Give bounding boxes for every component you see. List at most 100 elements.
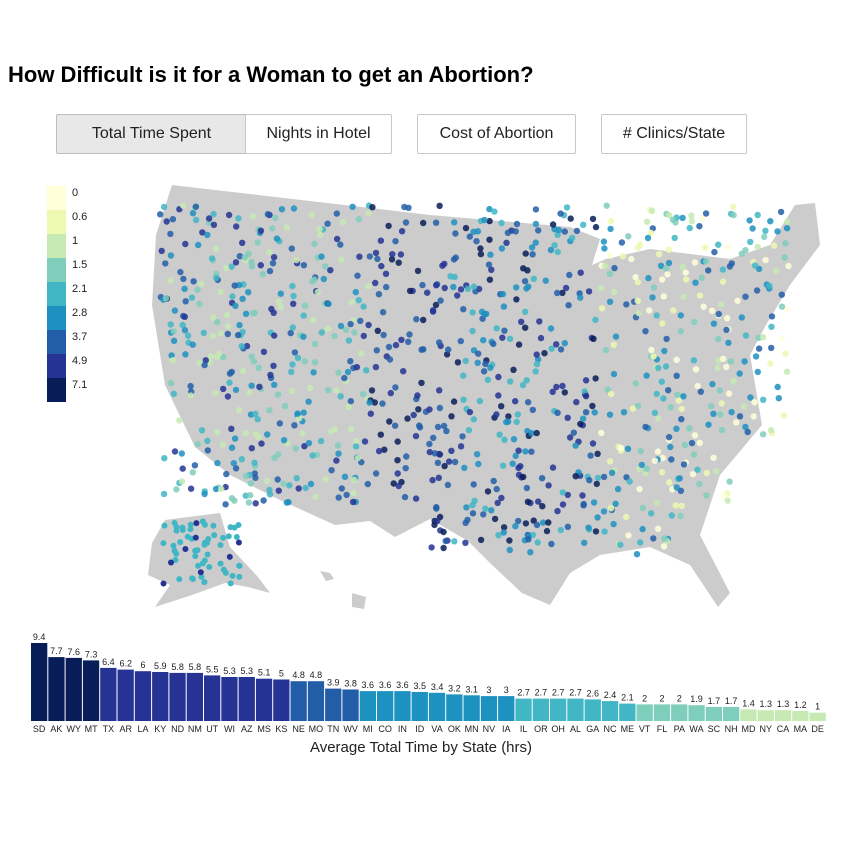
map-dot bbox=[274, 476, 281, 483]
map-dot bbox=[566, 271, 573, 279]
map-dot bbox=[780, 412, 788, 419]
map-dot bbox=[617, 541, 624, 548]
map-dot bbox=[382, 270, 390, 277]
map-dot bbox=[228, 444, 236, 451]
map-dot bbox=[716, 387, 723, 394]
map-dot bbox=[372, 363, 380, 371]
map-dot bbox=[320, 275, 327, 283]
bar-category-label: MS bbox=[257, 724, 271, 734]
map-dot bbox=[587, 452, 594, 459]
bar-OR bbox=[532, 698, 549, 721]
bar-category-label: MA bbox=[794, 724, 808, 734]
map-dot bbox=[549, 464, 557, 471]
map-dot bbox=[457, 286, 465, 293]
map-dot bbox=[589, 402, 596, 410]
map-dot bbox=[398, 228, 406, 235]
map-dot bbox=[179, 465, 186, 472]
map-dot bbox=[355, 297, 362, 304]
bar-value-label: 1.9 bbox=[690, 694, 703, 704]
bar-category-label: OR bbox=[534, 724, 548, 734]
map-dot bbox=[235, 215, 242, 222]
map-dot bbox=[269, 260, 277, 267]
map-dot bbox=[247, 492, 254, 499]
bar-WV bbox=[342, 689, 359, 721]
map-dot bbox=[167, 321, 174, 328]
us-map[interactable] bbox=[130, 175, 840, 625]
bar-value-label: 2.4 bbox=[604, 690, 617, 700]
map-dot bbox=[333, 457, 340, 464]
tab-nights-in-hotel[interactable]: Nights in Hotel bbox=[245, 114, 392, 154]
map-dot bbox=[401, 493, 409, 501]
map-dot bbox=[663, 335, 670, 343]
map-dot bbox=[714, 364, 721, 372]
map-dot bbox=[672, 502, 679, 509]
bar-value-label: 6.4 bbox=[102, 657, 115, 667]
map-dot bbox=[581, 539, 588, 546]
map-dot bbox=[608, 469, 616, 476]
map-dot bbox=[650, 284, 658, 291]
map-dot bbox=[537, 334, 545, 342]
map-dot bbox=[513, 296, 520, 303]
map-dot bbox=[462, 539, 469, 546]
map-dot bbox=[301, 358, 308, 365]
map-dot bbox=[189, 469, 196, 476]
map-dot bbox=[450, 398, 458, 405]
map-dot bbox=[653, 390, 660, 398]
map-dot bbox=[338, 485, 345, 492]
map-dot bbox=[612, 500, 619, 507]
map-dot bbox=[654, 448, 662, 455]
map-dot bbox=[664, 271, 671, 278]
map-dot bbox=[167, 230, 174, 238]
map-dot bbox=[177, 268, 184, 276]
map-dot bbox=[618, 444, 625, 452]
bar-value-label: 3 bbox=[486, 685, 491, 695]
bar-MA bbox=[792, 711, 809, 721]
tab-clinics-per-state[interactable]: # Clinics/State bbox=[601, 114, 747, 154]
map-dot bbox=[202, 357, 209, 364]
map-dot bbox=[228, 495, 236, 502]
map-dot bbox=[636, 485, 643, 493]
map-dot bbox=[311, 240, 318, 247]
map-dot bbox=[242, 472, 250, 480]
map-dot bbox=[229, 572, 236, 579]
map-dot bbox=[215, 350, 223, 357]
map-dot bbox=[232, 302, 239, 309]
map-dot bbox=[260, 497, 267, 504]
map-dot bbox=[671, 234, 678, 242]
tab-total-time-spent[interactable]: Total Time Spent bbox=[56, 114, 247, 154]
map-dot bbox=[782, 350, 789, 357]
map-dot bbox=[515, 341, 523, 348]
map-dot bbox=[699, 215, 706, 222]
tab-cost-of-abortion[interactable]: Cost of Abortion bbox=[417, 114, 576, 154]
map-dot bbox=[190, 278, 197, 285]
map-dot bbox=[529, 251, 536, 258]
map-dot bbox=[170, 390, 177, 397]
map-dot bbox=[352, 443, 360, 450]
map-dot bbox=[201, 361, 208, 369]
bar-value-label: 4.8 bbox=[310, 670, 323, 680]
map-dot bbox=[577, 294, 584, 301]
legend-swatch bbox=[47, 282, 66, 306]
map-dot bbox=[750, 413, 757, 420]
map-dot bbox=[266, 267, 274, 275]
map-dot bbox=[334, 442, 342, 449]
map-dot bbox=[680, 461, 688, 468]
map-dot bbox=[660, 293, 667, 300]
map-dot bbox=[412, 432, 420, 440]
map-dot bbox=[741, 358, 748, 365]
map-dot bbox=[477, 250, 485, 258]
map-dot bbox=[601, 245, 608, 252]
map-dot bbox=[696, 292, 704, 299]
map-dot bbox=[464, 285, 472, 292]
map-dot bbox=[527, 549, 534, 556]
map-dot bbox=[532, 206, 540, 213]
map-dot bbox=[436, 339, 443, 346]
map-dot bbox=[783, 368, 791, 375]
map-dot bbox=[549, 221, 557, 228]
map-dot bbox=[348, 298, 355, 306]
map-dot bbox=[187, 392, 195, 399]
map-dot bbox=[683, 276, 690, 283]
map-dot bbox=[592, 316, 599, 323]
map-dot bbox=[752, 353, 760, 360]
map-dot bbox=[451, 273, 458, 281]
